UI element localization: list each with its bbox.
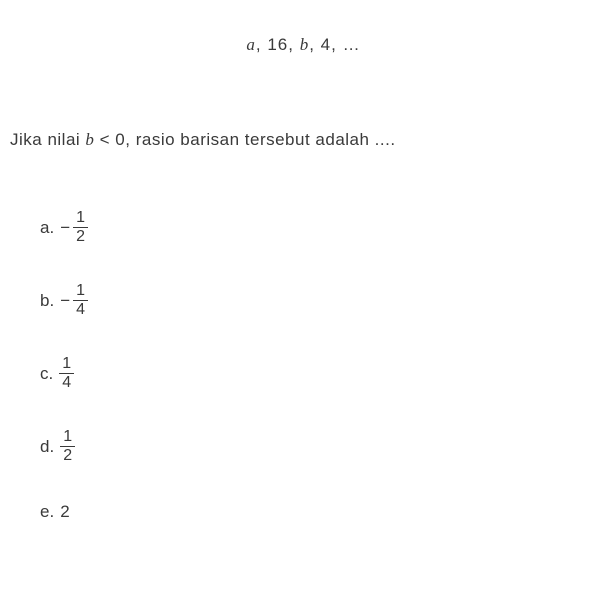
option-d: d. 1 2: [40, 429, 597, 464]
options-list: a. − 1 2 b. − 1 4 c. 1 4 d. 1 2 e. 2: [10, 210, 597, 522]
denominator: 4: [59, 373, 74, 391]
numerator: 1: [60, 429, 75, 446]
option-c: c. 1 4: [40, 356, 597, 391]
sep: ,: [256, 35, 267, 54]
fraction-c: 1 4: [59, 356, 74, 391]
question-suffix: , rasio barisan tersebut adalah ....: [125, 130, 395, 149]
option-a: a. − 1 2: [40, 210, 597, 245]
sequence-term-16: 16: [267, 35, 288, 54]
negative-sign: −: [60, 218, 70, 238]
numerator: 1: [73, 210, 88, 227]
sequence-ellipsis: …: [343, 35, 361, 54]
option-label-c: c.: [40, 364, 53, 384]
fraction-b: 1 4: [73, 283, 88, 318]
denominator: 2: [60, 446, 75, 464]
sequence-display: a, 16, b, 4, …: [10, 35, 597, 55]
sep: ,: [331, 35, 342, 54]
fraction-a: 1 2: [73, 210, 88, 245]
question-prefix: Jika nilai: [10, 130, 85, 149]
option-e: e. 2: [40, 502, 597, 522]
sequence-term-4: 4: [321, 35, 331, 54]
option-label-d: d.: [40, 437, 54, 457]
option-label-b: b.: [40, 291, 54, 311]
denominator: 4: [73, 300, 88, 318]
question-text: Jika nilai b < 0, rasio barisan tersebut…: [10, 130, 597, 150]
numerator: 1: [59, 356, 74, 373]
sep: ,: [309, 35, 320, 54]
option-label-e: e.: [40, 502, 54, 522]
sequence-term-a: a: [246, 35, 256, 54]
fraction-d: 1 2: [60, 429, 75, 464]
denominator: 2: [73, 227, 88, 245]
negative-sign: −: [60, 291, 70, 311]
question-condition: < 0: [94, 130, 125, 149]
sep: ,: [288, 35, 299, 54]
option-b: b. − 1 4: [40, 283, 597, 318]
sequence-term-b: b: [300, 35, 310, 54]
option-label-a: a.: [40, 218, 54, 238]
numerator: 1: [73, 283, 88, 300]
option-value-e: 2: [60, 502, 69, 522]
